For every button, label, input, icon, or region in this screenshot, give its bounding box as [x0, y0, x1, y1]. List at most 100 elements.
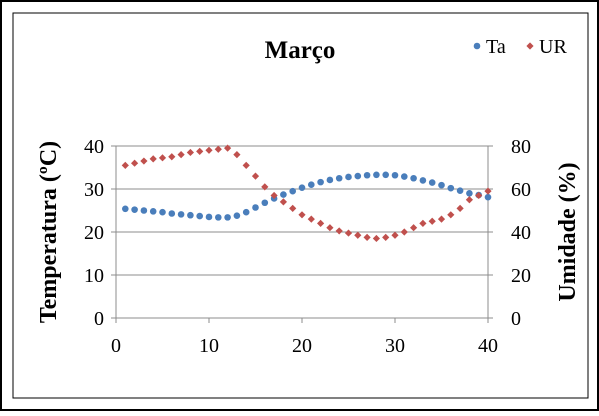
point-Ta-31: [401, 173, 408, 180]
point-Ta-23: [326, 176, 334, 184]
point-Ta-33: [419, 177, 427, 184]
legend-label: Ta: [486, 36, 506, 58]
y2-axis-title: Umidade (%): [555, 162, 581, 301]
legend-item-UR: UR: [526, 36, 567, 58]
y2-tick-label: 0: [511, 308, 521, 330]
point-UR-18: [279, 198, 287, 206]
y-tick-label: 10: [84, 265, 104, 287]
x-tick-label: 40: [478, 335, 498, 357]
point-UR-7: [177, 151, 185, 159]
tick-labels: 0 10 20 30 40 0 20 40 60 80 0 10 20 30 40: [84, 136, 531, 357]
point-Ta-2: [131, 206, 138, 213]
y-tick-label: 20: [84, 222, 104, 244]
point-UR-31: [400, 228, 408, 236]
point-Ta-40: [484, 193, 492, 201]
series-layer: [121, 144, 492, 243]
point-UR-17: [270, 191, 278, 200]
point-Ta-34: [428, 179, 436, 186]
point-UR-2: [131, 159, 139, 167]
point-Ta-14: [242, 208, 250, 216]
point-Ta-19: [289, 187, 297, 195]
series-UR: [121, 144, 492, 243]
inner-chart-border: [12, 12, 589, 399]
y2-tick-label: 20: [511, 265, 531, 287]
point-UR-11: [214, 145, 222, 153]
point-Ta-32: [410, 174, 417, 182]
legend-marker: [473, 42, 481, 50]
point-Ta-36: [447, 184, 455, 192]
point-Ta-5: [159, 208, 166, 216]
point-Ta-13: [233, 212, 241, 219]
point-UR-38: [465, 196, 473, 204]
series-Ta: [122, 171, 492, 221]
point-UR-32: [410, 224, 418, 232]
y-tick-label: 40: [84, 136, 104, 158]
point-Ta-24: [335, 174, 343, 182]
point-Ta-28: [373, 171, 380, 179]
point-UR-19: [289, 204, 297, 212]
point-UR-1: [121, 161, 129, 169]
point-UR-29: [382, 233, 390, 241]
y-tick-label: 30: [84, 179, 104, 201]
point-UR-39: [475, 191, 483, 200]
y-tick-label: 0: [94, 308, 104, 330]
y2-tick-label: 80: [511, 136, 531, 158]
point-UR-33: [419, 219, 427, 227]
point-UR-10: [205, 146, 213, 154]
point-UR-3: [140, 157, 148, 165]
legend: Ta UR: [473, 36, 567, 58]
x-tick-label: 10: [199, 335, 219, 357]
point-UR-16: [261, 183, 269, 191]
point-UR-12: [224, 144, 232, 152]
point-UR-25: [344, 229, 353, 237]
point-Ta-10: [205, 213, 213, 221]
point-Ta-26: [354, 172, 362, 180]
x-tick-label: 0: [111, 335, 121, 357]
point-UR-35: [437, 215, 446, 223]
x-tick-label: 30: [385, 335, 405, 357]
point-Ta-9: [196, 212, 203, 220]
point-Ta-18: [280, 191, 287, 198]
point-Ta-22: [317, 178, 324, 186]
point-UR-34: [428, 217, 436, 225]
point-UR-15: [251, 172, 260, 180]
point-UR-20: [298, 211, 306, 219]
point-UR-22: [317, 219, 325, 227]
y2-tick-label: 60: [511, 179, 531, 201]
y2-tick-label: 40: [511, 222, 531, 244]
point-UR-5: [158, 154, 167, 162]
point-Ta-8: [187, 211, 194, 219]
point-Ta-37: [456, 187, 464, 195]
point-UR-28: [372, 234, 380, 243]
legend-item-Ta: Ta: [473, 36, 506, 58]
point-UR-27: [363, 233, 371, 241]
point-UR-14: [242, 161, 250, 169]
point-Ta-4: [149, 208, 157, 215]
point-UR-36: [447, 211, 455, 219]
point-UR-40: [484, 187, 492, 195]
point-Ta-20: [298, 184, 306, 192]
point-Ta-16: [261, 199, 269, 207]
point-UR-9: [196, 147, 204, 155]
point-Ta-15: [252, 204, 259, 211]
x-tick-label: 20: [292, 335, 312, 357]
legend-marker: [526, 42, 534, 50]
y-axis-title: Temperatura (ºC): [36, 141, 62, 323]
point-UR-37: [456, 204, 464, 212]
chart-title: Março: [265, 37, 336, 64]
point-Ta-12: [224, 214, 231, 221]
point-Ta-30: [391, 171, 399, 179]
point-UR-23: [326, 224, 334, 232]
point-Ta-29: [382, 171, 390, 179]
point-UR-4: [149, 155, 157, 163]
point-UR-21: [307, 215, 315, 223]
point-Ta-11: [215, 214, 222, 221]
point-UR-24: [335, 227, 343, 235]
point-UR-8: [186, 148, 194, 157]
point-Ta-35: [438, 181, 445, 189]
point-Ta-27: [363, 171, 371, 179]
point-Ta-25: [345, 173, 352, 181]
axes: [111, 145, 493, 323]
point-Ta-38: [466, 190, 473, 197]
